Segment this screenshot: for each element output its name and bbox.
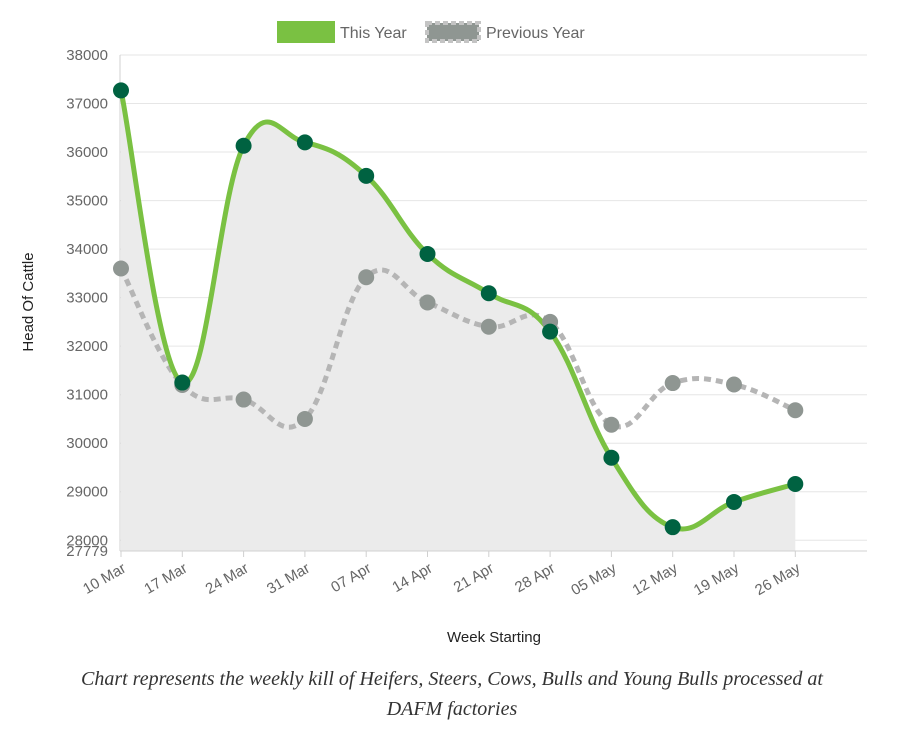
caption-line-1: Chart represents the weekly kill of Heif… bbox=[81, 668, 823, 690]
data-point-this-year[interactable] bbox=[235, 137, 252, 154]
y-tick-label: 30000 bbox=[66, 435, 108, 452]
area-fill-this-year bbox=[121, 90, 796, 551]
y-tick-label: 32000 bbox=[66, 338, 108, 355]
y-tick-label: 28000 bbox=[66, 532, 108, 549]
x-tick-label: 12 May bbox=[630, 559, 682, 599]
x-tick-label: 17 Mar bbox=[141, 560, 190, 598]
y-tick-label: 34000 bbox=[66, 241, 108, 258]
y-tick-label: 36000 bbox=[66, 144, 108, 161]
x-tick-label: 26 May bbox=[752, 559, 804, 599]
area-fill bbox=[121, 90, 796, 551]
x-tick-label: 05 May bbox=[568, 559, 620, 599]
y-tick-label: 35000 bbox=[66, 193, 108, 210]
x-axis-title: Week Starting bbox=[447, 629, 541, 646]
caption-line-2: DAFM factories bbox=[386, 698, 518, 720]
x-tick-label: 31 Mar bbox=[264, 560, 313, 598]
data-point-previous-year[interactable] bbox=[480, 318, 497, 335]
series-points bbox=[113, 82, 804, 536]
axes bbox=[119, 55, 867, 552]
data-point-this-year[interactable] bbox=[787, 475, 804, 492]
x-tick-label: 10 Mar bbox=[80, 560, 129, 598]
y-axis-title: Head Of Cattle bbox=[20, 252, 37, 351]
x-tick-label: 14 Apr bbox=[389, 560, 435, 596]
data-point-this-year[interactable] bbox=[542, 323, 559, 340]
data-point-this-year[interactable] bbox=[358, 167, 375, 184]
series-lines bbox=[118, 89, 797, 532]
y-tick-label: 31000 bbox=[66, 387, 108, 404]
legend-label-this-year: This Year bbox=[340, 25, 407, 42]
data-point-previous-year[interactable] bbox=[113, 260, 129, 277]
x-tick-label: 21 Apr bbox=[451, 560, 497, 596]
data-point-this-year[interactable] bbox=[419, 245, 436, 262]
data-point-previous-year[interactable] bbox=[726, 376, 742, 393]
y-tick-label: 37000 bbox=[66, 96, 108, 113]
data-point-previous-year[interactable] bbox=[235, 391, 252, 408]
data-point-previous-year[interactable] bbox=[787, 402, 804, 419]
data-point-this-year[interactable] bbox=[603, 449, 620, 466]
data-point-previous-year[interactable] bbox=[358, 269, 375, 286]
chart-caption: Chart represents the weekly kill of Heif… bbox=[0, 664, 904, 724]
legend-item-this-year[interactable]: This Year bbox=[277, 21, 407, 43]
y-tick-label: 29000 bbox=[66, 484, 108, 501]
x-tick-label: 24 Mar bbox=[203, 560, 252, 598]
x-tick-label: 28 Apr bbox=[512, 560, 558, 596]
y-tick-label: 38000 bbox=[66, 47, 108, 64]
legend-swatch-previous-year bbox=[425, 21, 481, 43]
data-point-this-year[interactable] bbox=[113, 82, 129, 99]
data-point-previous-year[interactable] bbox=[664, 375, 681, 392]
data-point-this-year[interactable] bbox=[174, 374, 191, 391]
legend-label-previous-year: Previous Year bbox=[486, 25, 585, 42]
data-point-this-year[interactable] bbox=[480, 285, 497, 302]
x-axis-tick-labels: 10 Mar 17 Mar 24 Mar 31 Mar 07 Apr 14 Apr 21 A… bbox=[80, 559, 804, 599]
data-point-previous-year[interactable] bbox=[419, 294, 436, 311]
data-point-this-year[interactable] bbox=[726, 493, 742, 510]
data-point-this-year[interactable] bbox=[664, 519, 681, 536]
y-tick-label: 27779 bbox=[66, 543, 108, 560]
y-tick-label: 33000 bbox=[66, 290, 108, 307]
data-point-previous-year[interactable] bbox=[296, 410, 313, 427]
legend: This Year Previous Year bbox=[277, 21, 585, 43]
legend-item-previous-year[interactable]: Previous Year bbox=[425, 21, 585, 43]
legend-swatch-this-year bbox=[277, 21, 335, 43]
x-tick-label: 19 May bbox=[691, 559, 743, 599]
series-line-this-year bbox=[118, 89, 797, 532]
series-line-previous-year bbox=[118, 267, 797, 430]
data-point-previous-year[interactable] bbox=[603, 416, 620, 433]
data-point-this-year[interactable] bbox=[296, 134, 313, 151]
x-tick-label: 07 Apr bbox=[328, 560, 374, 596]
